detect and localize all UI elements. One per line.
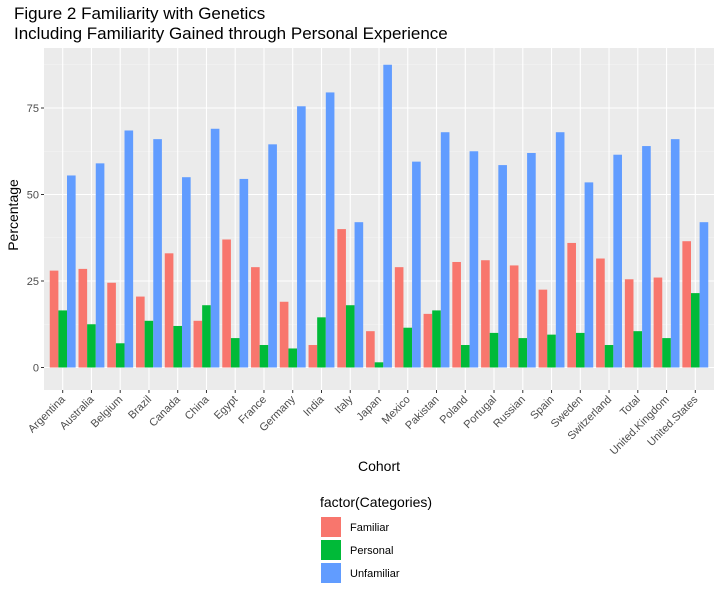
bar-unfamiliar-total — [642, 146, 651, 368]
bar-unfamiliar-canada — [182, 177, 191, 368]
y-ticks: 0 25 50 75 — [27, 103, 44, 375]
bar-familiar-portugal — [481, 260, 490, 368]
x-tick-label: Canada — [147, 393, 183, 429]
bar-familiar-canada — [164, 253, 174, 368]
bar-personal-sweden — [575, 332, 585, 368]
bar-unfamiliar-australia — [95, 163, 105, 368]
bar-familiar-italy — [337, 229, 346, 368]
legend-key-unfamiliar — [321, 563, 341, 583]
x-tick-label: China — [183, 393, 212, 422]
bar-unfamiliar-switzerland — [613, 154, 622, 368]
bar-unfamiliar-portugal — [498, 165, 507, 368]
bar-familiar-australia — [78, 268, 88, 368]
bar-personal-india — [317, 317, 326, 368]
x-tick-label: Italy — [333, 393, 356, 416]
bar-personal-france — [259, 345, 269, 368]
bar-personal-switzerland — [604, 345, 614, 368]
bar-personal-china — [202, 305, 211, 368]
bar-familiar-germany — [279, 301, 289, 368]
x-tick-label: India — [301, 393, 327, 419]
bar-unfamiliar-france — [268, 144, 277, 368]
bar-personal-australia — [87, 324, 96, 368]
bar-familiar-switzerland — [596, 258, 605, 368]
bar-unfamiliar-poland — [469, 151, 479, 368]
bar-familiar-brazil — [136, 296, 145, 368]
bar-familiar-spain — [538, 289, 548, 368]
bar-unfamiliar-japan — [383, 64, 392, 368]
bars-layer — [49, 64, 709, 368]
bar-personal-poland — [460, 345, 470, 368]
bar-unfamiliar-italy — [354, 222, 364, 368]
bar-personal-brazil — [144, 320, 154, 368]
bar-unfamiliar-egypt — [239, 178, 249, 368]
bar-familiar-russian — [509, 265, 519, 368]
legend: Familiar Personal Unfamiliar — [321, 517, 400, 583]
chart-subtitle: Including Familiarity Gained through Per… — [14, 24, 448, 43]
bar-familiar-poland — [452, 261, 461, 368]
x-tick-label: Total — [618, 394, 643, 419]
bar-personal-united-kingdom — [662, 338, 671, 368]
bar-personal-portugal — [489, 332, 499, 368]
bar-personal-egypt — [230, 338, 240, 368]
bar-personal-italy — [345, 305, 355, 368]
bar-familiar-united-states — [682, 241, 691, 368]
bar-unfamiliar-argentina — [67, 175, 76, 368]
bar-personal-canada — [173, 325, 183, 368]
bar-personal-spain — [547, 334, 556, 368]
bar-unfamiliar-pakistan — [440, 132, 450, 368]
bar-unfamiliar-united-states — [699, 222, 709, 368]
bar-personal-germany — [288, 348, 298, 368]
bar-familiar-france — [251, 267, 260, 368]
bar-unfamiliar-brazil — [153, 139, 162, 368]
bar-familiar-mexico — [394, 267, 404, 368]
bar-unfamiliar-india — [325, 92, 335, 368]
y-axis-title: Percentage — [5, 179, 21, 251]
bar-personal-argentina — [58, 310, 68, 368]
chart-title: Figure 2 Familiarity with Genetics — [14, 4, 265, 23]
legend-key-personal — [321, 540, 341, 560]
x-tick-label: United.States — [645, 393, 701, 449]
bar-familiar-china — [193, 320, 203, 368]
bar-personal-japan — [374, 362, 384, 368]
legend-label-familiar: Familiar — [350, 522, 389, 534]
bar-familiar-japan — [366, 331, 375, 368]
bar-unfamiliar-belgium — [124, 130, 134, 368]
bar-familiar-total — [624, 279, 634, 368]
bar-personal-united-states — [690, 293, 700, 368]
bar-personal-russian — [518, 338, 528, 368]
bar-personal-belgium — [115, 343, 125, 368]
bar-personal-pakistan — [432, 310, 441, 368]
bar-unfamiliar-spain — [555, 132, 565, 368]
legend-label-personal: Personal — [350, 545, 393, 557]
y-tick-label: 50 — [27, 190, 39, 202]
x-axis-title: Cohort — [358, 458, 400, 474]
bar-familiar-egypt — [222, 239, 231, 368]
y-tick-label: 25 — [27, 276, 39, 288]
bar-unfamiliar-sweden — [584, 182, 594, 368]
y-tick-label: 0 — [33, 363, 39, 375]
bar-familiar-belgium — [107, 282, 116, 368]
legend-label-unfamiliar: Unfamiliar — [350, 568, 400, 580]
bar-unfamiliar-united-kingdom — [670, 139, 680, 368]
y-tick-label: 75 — [27, 103, 39, 115]
x-tick-label: Russian — [491, 394, 528, 431]
bar-personal-total — [633, 331, 643, 368]
bar-unfamiliar-germany — [297, 106, 306, 368]
bar-familiar-pakistan — [423, 313, 433, 368]
bar-unfamiliar-china — [210, 128, 220, 368]
bar-familiar-india — [308, 345, 318, 368]
bar-unfamiliar-mexico — [412, 161, 421, 368]
x-tick-label: Belgium — [89, 394, 126, 431]
bar-personal-mexico — [403, 327, 413, 368]
legend-key-familiar — [321, 517, 341, 537]
bar-familiar-sweden — [567, 242, 576, 368]
legend-title: factor(Categories) — [320, 494, 432, 510]
bar-familiar-united-kingdom — [653, 277, 663, 368]
bar-familiar-argentina — [49, 270, 59, 368]
bar-unfamiliar-russian — [527, 152, 536, 368]
